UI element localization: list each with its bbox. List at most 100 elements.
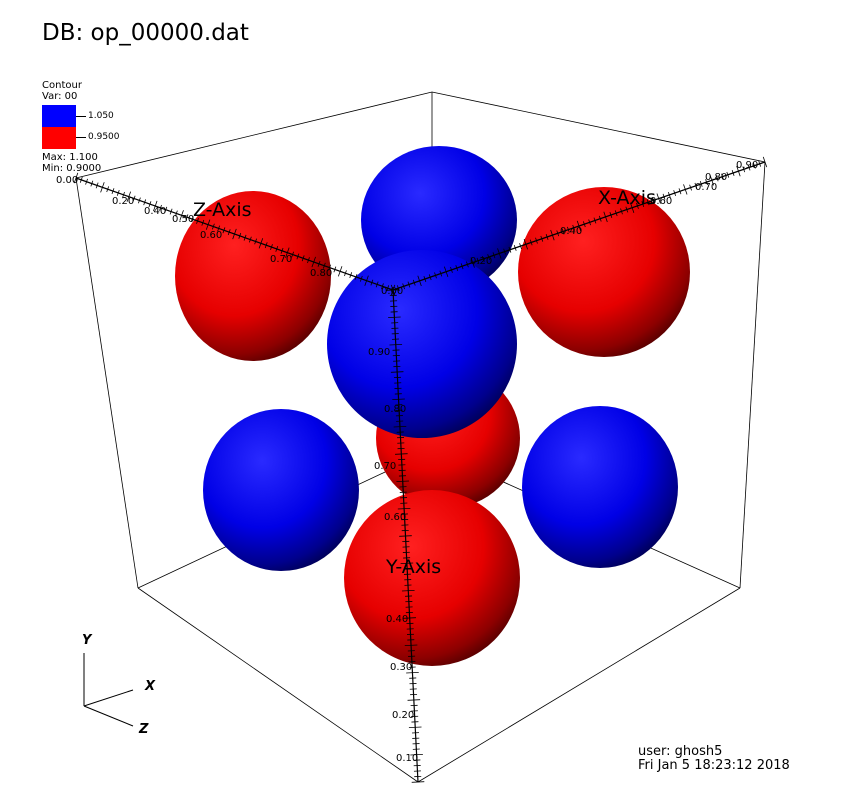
x-tick-label: 0.20 [470, 256, 492, 267]
triad-x-label: X [144, 679, 156, 694]
footer-date: Fri Jan 5 18:23:12 2018 [638, 758, 790, 773]
orientation-triad [83, 653, 134, 727]
axis-tick [699, 180, 703, 187]
axis-tick [593, 217, 597, 224]
axis-tick [301, 255, 305, 262]
axis-tick [322, 262, 326, 269]
axis-tick [344, 270, 347, 277]
z-tick-label: 0.60 [200, 230, 222, 241]
x-axis-title: X-Axis [598, 187, 656, 209]
y-tick-label: 0.90 [368, 347, 390, 358]
axis-tick [736, 165, 741, 177]
legend-swatch-blue [42, 105, 76, 127]
axis-tick [122, 191, 125, 198]
axis-tick [460, 263, 464, 270]
axis-tick [689, 184, 692, 191]
axis-tick [588, 219, 591, 226]
axis-tick [175, 210, 178, 217]
axis-tick [185, 214, 189, 221]
axis-tick [280, 247, 284, 254]
legend-tick-blue [76, 116, 86, 117]
contour-legend: Contour Var: 00 1.050 0.9500 [42, 80, 120, 149]
database-title: DB: op_00000.dat [42, 20, 249, 46]
axis-tick [508, 246, 512, 253]
axis-tick [476, 257, 480, 264]
footer-user: user: ghosh5 [638, 744, 723, 759]
y-axis-title: Y-Axis [385, 556, 441, 578]
axis-tick [434, 272, 437, 279]
axis-tick [636, 202, 639, 209]
axis-tick [444, 266, 449, 277]
axis-tick [85, 178, 88, 185]
axis-tick [211, 223, 215, 230]
axis-tick [492, 252, 496, 259]
axis-tick [248, 236, 252, 243]
axis-tick [620, 208, 623, 215]
axis-tick [296, 253, 300, 260]
axis-tick [705, 179, 708, 186]
axis-tick [715, 175, 719, 182]
triad-y-label: Y [82, 633, 93, 648]
axis-tick [408, 726, 422, 729]
axis-tick [337, 266, 343, 277]
axis-tick [375, 281, 379, 288]
sphere-blue-front [327, 250, 517, 438]
axis-tick [254, 238, 258, 245]
legend-level-blue-label: 1.050 [88, 111, 114, 121]
axis-tick [196, 217, 199, 224]
axis-tick [95, 182, 99, 189]
axis-tick [497, 248, 502, 259]
axis-tickmarks [73, 156, 768, 783]
axis-tick [364, 275, 369, 286]
axis-tick [513, 244, 517, 251]
axis-tick [370, 279, 374, 286]
axis-tick [238, 232, 242, 239]
axis-tick [291, 251, 294, 258]
axis-tick [402, 283, 405, 290]
axis-tick [519, 243, 522, 250]
axis-tick [90, 180, 94, 187]
axis-tick [406, 671, 419, 674]
z-tick-label: 0.50 [172, 214, 194, 225]
axis-tick [742, 166, 746, 173]
axis-tick [222, 227, 226, 234]
y-tick-label: 0.60 [384, 512, 406, 523]
axis-tick [762, 156, 768, 168]
axis-tick [567, 226, 570, 233]
axis-tick [646, 199, 650, 206]
legend-tick-red [76, 137, 86, 138]
axis-tick [164, 206, 168, 213]
axis-tick [100, 182, 105, 193]
axis-tick [190, 216, 194, 223]
axis-tick [721, 173, 724, 180]
axis-tick [243, 234, 247, 241]
sphere-blue-right [522, 406, 678, 568]
axis-tick [169, 208, 173, 215]
axis-tick [79, 176, 83, 183]
axis-tick [126, 191, 132, 202]
axis-tick [673, 190, 677, 197]
triad-z-axis [83, 705, 134, 727]
sphere-red-bottom [344, 490, 520, 666]
axis-tick [354, 273, 358, 280]
y-tick-label: 0.80 [384, 404, 406, 415]
axis-tick [389, 343, 403, 346]
axis-tick [535, 237, 538, 244]
axis-tick [270, 244, 273, 251]
axis-tick [481, 255, 485, 262]
axis-tick [404, 644, 418, 647]
axis-tick [410, 753, 423, 756]
axis-tick [572, 224, 576, 231]
axis-tick [311, 256, 316, 268]
axis-tick [550, 229, 555, 241]
axis-tick [396, 480, 410, 483]
legend-heading: Contour [42, 80, 82, 91]
legend-variable: Var: 00 [42, 91, 78, 102]
axis-tick [470, 257, 475, 268]
y-tick-label: 0.20 [392, 710, 414, 721]
axis-tick [388, 316, 401, 319]
axis-tick [758, 160, 762, 167]
axis-tick [395, 453, 408, 455]
axis-tick [403, 617, 416, 619]
